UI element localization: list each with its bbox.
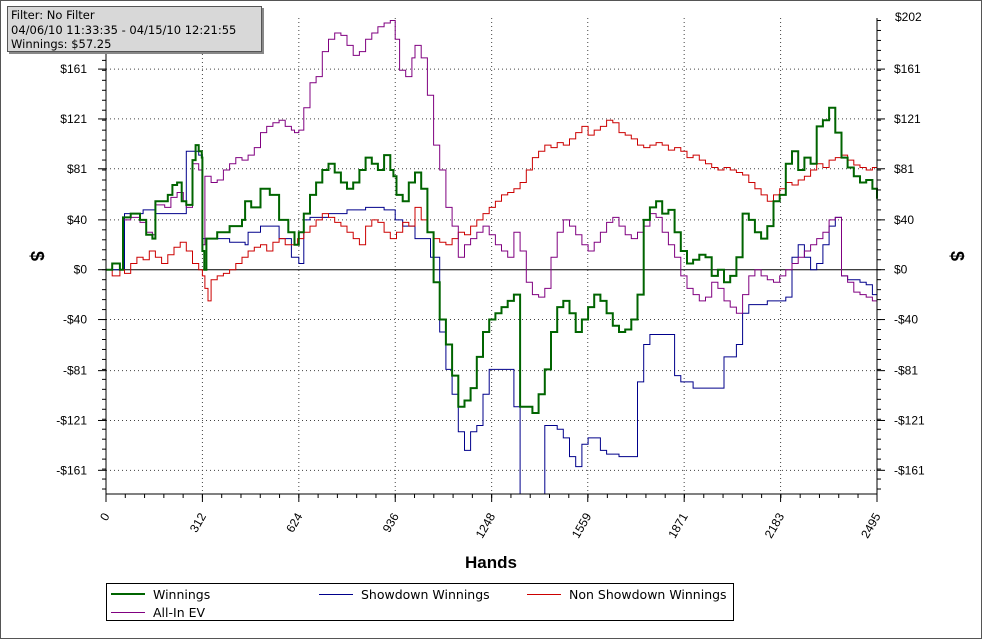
y-tick-label-right: -$121 (894, 413, 925, 427)
y-tick-label-right: $121 (894, 112, 921, 126)
y-tick-label-right: $161 (894, 62, 921, 76)
y-tick-label-left: $121 (60, 112, 87, 126)
non-showdown-winnings-line (106, 119, 878, 302)
x-tick-label: 1559 (569, 510, 595, 540)
y-tick-label-left: -$161 (56, 463, 87, 477)
y-tick-label-right: -$161 (894, 463, 925, 477)
x-tick-label: 2495 (858, 510, 884, 540)
grid-lines (106, 18, 877, 494)
tick-labels: -$161 -$161 -$121 -$121 -$81 -$81 -$40 -$40 $0 $0… (56, 62, 925, 541)
legend-entry-showdown: Showdown Winnings (319, 585, 490, 603)
legend-swatch-showdown (319, 593, 353, 595)
x-tick-label: 1871 (665, 510, 691, 540)
date-range-text: 04/06/10 11:33:35 - 04/15/10 12:21:55 (11, 22, 237, 37)
y-tick-label-left: $40 (67, 213, 87, 227)
y-tick-label-right: $40 (894, 213, 914, 227)
legend-entry-non-showdown: Non Showdown Winnings (527, 585, 727, 603)
legend-swatch-non-showdown (527, 593, 561, 595)
legend-swatch-all-in-ev (111, 611, 145, 613)
info-box: Filter: No Filter 04/06/10 11:33:35 - 04… (7, 6, 262, 52)
y-top-right-label: $202 (895, 10, 922, 24)
y-tick-label-right: -$40 (894, 313, 918, 327)
winnings-line (106, 106, 878, 414)
y-tick-label-right: -$81 (894, 364, 918, 378)
y-axis-title-right: $ (947, 251, 967, 261)
legend-label-winnings: Winnings (153, 586, 211, 602)
legend-label-showdown: Showdown Winnings (361, 586, 490, 602)
y-tick-label-left: -$81 (63, 364, 87, 378)
x-tick-label: 312 (187, 510, 209, 535)
winnings-text: Winnings: $57.25 (11, 37, 112, 51)
legend: Winnings Showdown Winnings Non Showdown … (106, 583, 734, 621)
y-axis-title-left: $ (27, 251, 47, 261)
x-tick-label: 624 (283, 510, 305, 535)
x-tick-label: 936 (380, 510, 402, 535)
x-tick-label: 2183 (762, 510, 788, 540)
axes (98, 18, 885, 502)
x-axis-title: Hands (465, 553, 517, 572)
y-tick-label-right: $81 (894, 162, 914, 176)
x-tick-label: 0 (97, 510, 113, 523)
legend-entry-winnings: Winnings (111, 585, 210, 603)
y-tick-label-left: $0 (74, 263, 88, 277)
all-in-ev-line (106, 20, 878, 314)
legend-label-all-in-ev: All-In EV (153, 604, 206, 620)
y-tick-label-left: $81 (67, 162, 87, 176)
y-tick-label-left: $161 (60, 62, 87, 76)
legend-label-non-showdown: Non Showdown Winnings (569, 586, 727, 602)
y-tick-label-left: -$40 (63, 313, 87, 327)
y-tick-label-right: $0 (894, 263, 908, 277)
legend-entry-all-in-ev: All-In EV (111, 603, 205, 621)
legend-swatch-winnings (111, 593, 145, 595)
y-tick-label-left: -$121 (56, 413, 87, 427)
filter-text: Filter: No Filter (11, 8, 95, 22)
x-tick-label: 1248 (473, 510, 499, 540)
